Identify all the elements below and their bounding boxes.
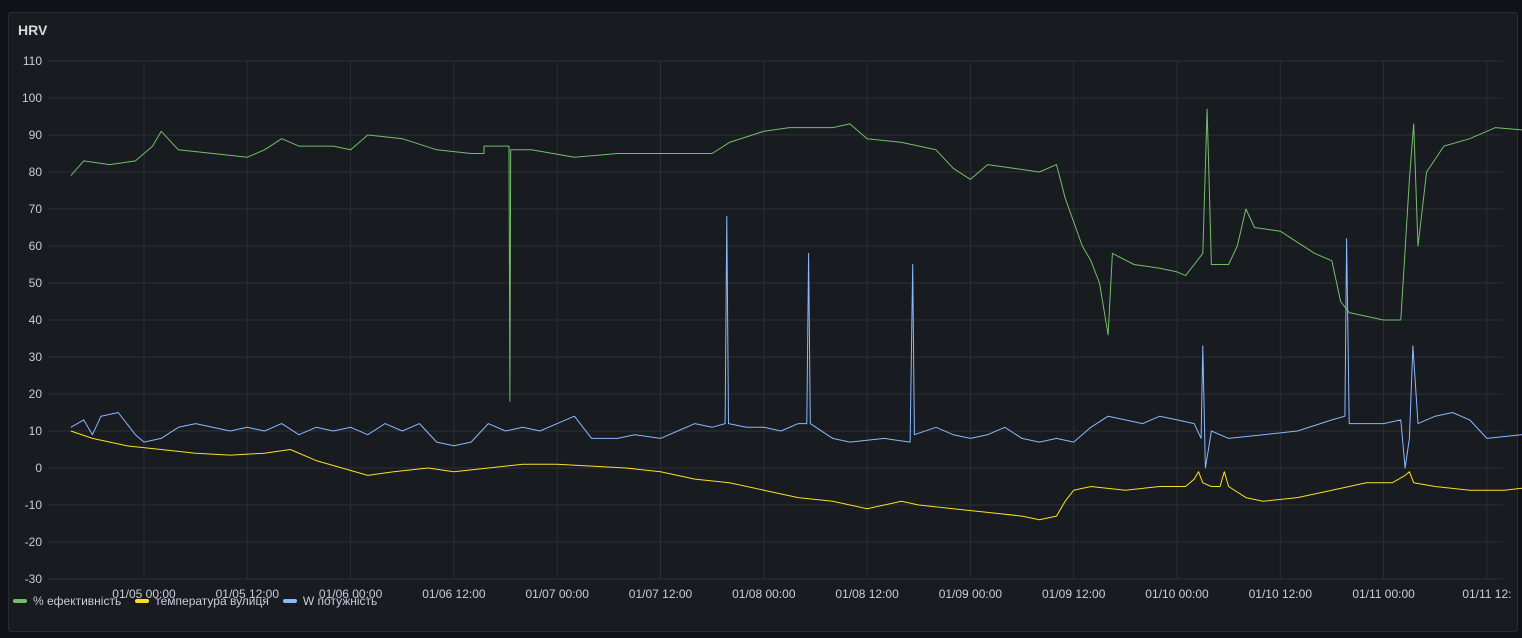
legend-swatch-efficiency <box>13 599 27 603</box>
x-tick-label: 01/05 12:00 <box>216 587 280 601</box>
x-tick-label: 01/05 00:00 <box>112 587 176 601</box>
x-axis: 01/05 00:00 01/05 12:00 01/06 00:00 01/06 1… <box>112 587 1511 601</box>
y-tick-label: 30 <box>29 350 43 364</box>
series-line-1[interactable] <box>70 430 1522 521</box>
y-tick-label: 50 <box>29 276 43 290</box>
series-line-0[interactable] <box>70 108 1522 402</box>
legend-item-power[interactable]: W потужність <box>282 594 378 608</box>
grid <box>48 60 1503 580</box>
chart-panel: HRV <box>8 12 1518 632</box>
x-tick-label: 01/08 00:00 <box>732 587 796 601</box>
y-tick-label: 90 <box>29 128 43 142</box>
y-tick-label: 40 <box>29 313 43 327</box>
legend-item-temperature[interactable]: температура вулиця <box>135 594 269 608</box>
x-tick-label: 01/09 12:00 <box>1042 587 1106 601</box>
y-tick-label: 20 <box>29 387 43 401</box>
y-tick-label: -10 <box>25 498 43 512</box>
y-tick-label: 60 <box>29 239 43 253</box>
y-tick-label: 100 <box>22 91 42 105</box>
y-tick-label: 70 <box>29 202 43 216</box>
legend-label-power: W потужність <box>302 594 378 608</box>
y-tick-label: 110 <box>23 54 42 68</box>
series-lines <box>70 108 1522 521</box>
y-tick-label: -20 <box>25 535 43 549</box>
x-tick-label: 01/06 12:00 <box>422 587 486 601</box>
x-tick-label: 01/10 00:00 <box>1145 587 1209 601</box>
legend-swatch-temperature <box>135 599 150 603</box>
panel-title[interactable]: HRV <box>18 22 48 38</box>
x-tick-label: 01/07 00:00 <box>525 587 589 601</box>
y-tick-label: 10 <box>29 424 43 438</box>
legend-item-efficiency[interactable]: % ефективність <box>13 594 121 608</box>
series-line-2[interactable] <box>70 215 1522 469</box>
legend: % ефективність температура вулиця W поту… <box>13 594 377 608</box>
y-tick-label: 0 <box>35 461 42 475</box>
y-tick-label: -30 <box>25 572 43 586</box>
x-tick-label: 01/09 00:00 <box>939 587 1003 601</box>
legend-swatch-power <box>282 599 297 603</box>
y-tick-label: 80 <box>29 165 43 179</box>
x-tick-label: 01/10 12:00 <box>1249 587 1313 601</box>
x-tick-label: 01/11 12: <box>1462 587 1511 601</box>
x-tick-label: 01/11 00:00 <box>1352 587 1415 601</box>
legend-label-efficiency: % ефективність <box>33 594 122 608</box>
legend-label-temperature: температура вулиця <box>155 594 269 608</box>
x-tick-label: 01/07 12:00 <box>629 587 693 601</box>
x-tick-label: 01/08 12:00 <box>835 587 899 601</box>
x-tick-label: 01/06 00:00 <box>319 587 383 601</box>
